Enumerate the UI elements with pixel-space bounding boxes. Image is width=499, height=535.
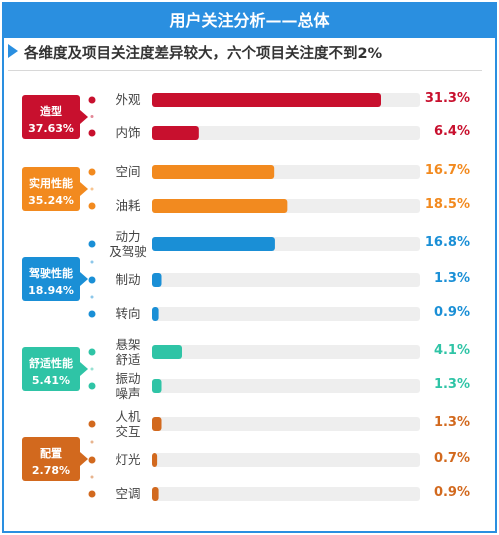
connector-dot bbox=[90, 367, 94, 371]
bullet-dot bbox=[88, 310, 96, 318]
value-label: 16.8% bbox=[424, 235, 470, 250]
bullet-dot bbox=[88, 202, 96, 210]
bar-track bbox=[152, 487, 420, 501]
bar-track bbox=[152, 273, 420, 287]
connector-dot bbox=[90, 475, 94, 479]
bar-track bbox=[152, 345, 420, 359]
value-label: 6.4% bbox=[433, 124, 470, 139]
item-label: 振动 噪声 bbox=[115, 371, 141, 401]
bullet-dot bbox=[88, 129, 96, 137]
category-name: 配置 bbox=[40, 447, 62, 460]
chart-subtitle: 各维度及项目关注度差异较大，六个项目关注度不到2% bbox=[24, 46, 383, 62]
category-share: 35.24% bbox=[28, 194, 74, 207]
item-label: 空调 bbox=[115, 486, 141, 501]
category-badge: 舒适性能 5.41% bbox=[22, 347, 88, 391]
value-label: 18.5% bbox=[424, 197, 470, 212]
item-label: 悬架 舒适 bbox=[115, 337, 141, 367]
bar-track bbox=[152, 307, 420, 321]
bar bbox=[152, 417, 162, 431]
item-label: 油耗 bbox=[115, 198, 141, 213]
connector-dot bbox=[90, 440, 94, 444]
arrow-right-icon bbox=[8, 44, 18, 58]
value-label: 1.3% bbox=[433, 377, 470, 392]
bar-track bbox=[152, 379, 420, 393]
value-label: 31.3% bbox=[424, 91, 470, 106]
category-name: 驾驶性能 bbox=[29, 267, 73, 280]
item-label: 空间 bbox=[115, 164, 141, 179]
bar bbox=[152, 237, 275, 251]
bar-track bbox=[152, 417, 420, 431]
category-share: 2.78% bbox=[31, 464, 71, 477]
bar bbox=[152, 165, 275, 179]
bullet-dot bbox=[88, 456, 96, 464]
connector-dot bbox=[90, 187, 94, 191]
connector-dot bbox=[90, 295, 94, 299]
bullet-dot bbox=[88, 382, 96, 390]
value-label: 1.3% bbox=[433, 271, 470, 286]
value-label: 16.7% bbox=[424, 163, 470, 178]
bar-track bbox=[152, 453, 420, 467]
bar bbox=[152, 273, 162, 287]
item-label: 灯光 bbox=[115, 452, 141, 467]
item-label: 外观 bbox=[115, 92, 141, 107]
value-label: 0.9% bbox=[433, 485, 470, 500]
bar bbox=[152, 345, 182, 359]
bar bbox=[152, 126, 199, 140]
bar-track bbox=[152, 126, 420, 140]
bullet-dot bbox=[88, 276, 96, 284]
bar bbox=[152, 307, 159, 321]
item-label: 人机 交互 bbox=[115, 409, 141, 439]
category-name: 造型 bbox=[40, 104, 62, 118]
bullet-dot bbox=[88, 240, 96, 248]
category-name: 实用性能 bbox=[29, 177, 73, 190]
item-label: 动力 及驾驶 bbox=[109, 229, 147, 259]
item-label: 内饰 bbox=[115, 125, 141, 140]
bar bbox=[152, 199, 288, 213]
category-badge: 驾驶性能 18.94% bbox=[22, 257, 88, 301]
category-badge: 造型 37.63% bbox=[22, 94, 88, 139]
bar bbox=[152, 379, 162, 393]
value-label: 1.3% bbox=[433, 415, 470, 430]
connector-dot bbox=[90, 260, 94, 264]
bullet-dot bbox=[88, 420, 96, 428]
category-share: 37.63% bbox=[28, 121, 74, 135]
item-label: 转向 bbox=[115, 306, 141, 321]
bullet-dot bbox=[88, 348, 96, 356]
connector-dot bbox=[90, 115, 94, 118]
value-label: 0.9% bbox=[433, 305, 470, 320]
category-badge: 实用性能 35.24% bbox=[22, 167, 88, 211]
category-badge: 配置 2.78% bbox=[22, 437, 88, 481]
bar bbox=[152, 93, 382, 107]
item-label: 制动 bbox=[115, 272, 141, 287]
bullet-dot bbox=[88, 96, 96, 104]
page-title: 用户关注分析——总体 bbox=[4, 4, 495, 38]
value-label: 4.1% bbox=[433, 343, 470, 358]
category-share: 5.41% bbox=[31, 374, 71, 387]
bar bbox=[152, 453, 158, 467]
bar bbox=[152, 487, 159, 501]
category-name: 舒适性能 bbox=[29, 357, 73, 370]
value-label: 0.7% bbox=[433, 451, 470, 466]
divider bbox=[8, 70, 482, 71]
bullet-dot bbox=[88, 490, 96, 498]
bullet-dot bbox=[88, 168, 96, 176]
category-share: 18.94% bbox=[28, 284, 74, 297]
